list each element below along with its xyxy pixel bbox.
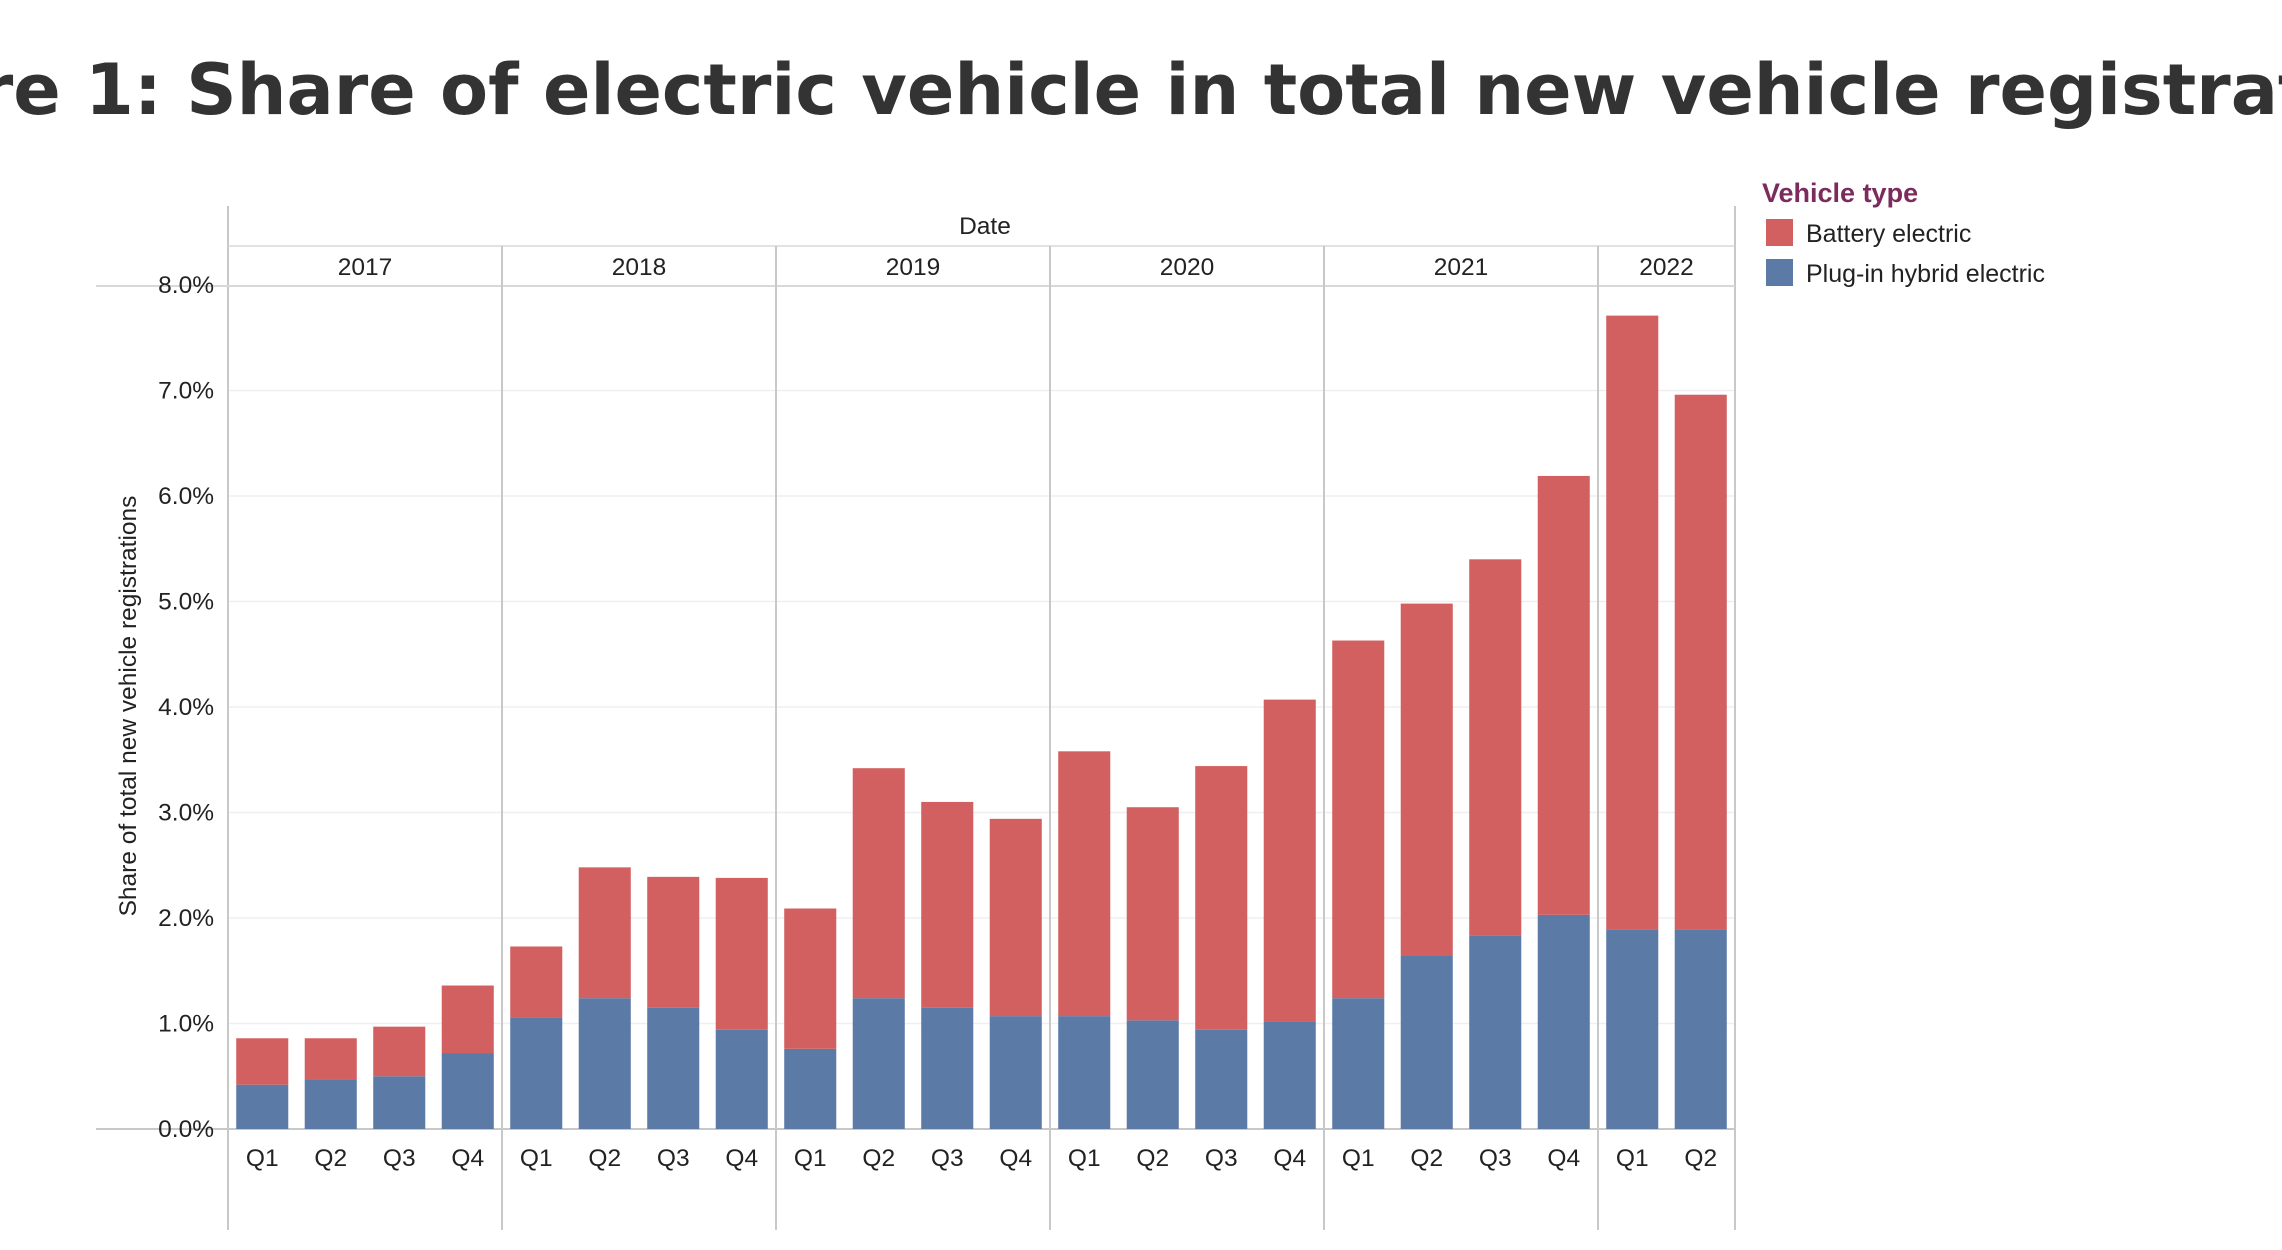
bar-phev-2017-Q1 bbox=[236, 1084, 289, 1129]
bar-phev-2019-Q1 bbox=[784, 1048, 837, 1129]
bar-bev-2018-Q4 bbox=[715, 877, 768, 1030]
bar-bev-2022-Q1 bbox=[1606, 315, 1659, 930]
bar-bev-2018-Q2 bbox=[578, 867, 631, 999]
legend-label: Plug-in hybrid electric bbox=[1806, 260, 2045, 288]
x-tick-label: Q1 bbox=[794, 1145, 827, 1172]
bar-bev-2017-Q3 bbox=[373, 1026, 426, 1077]
column-header-date: Date bbox=[959, 213, 1011, 240]
bar-phev-2018-Q1 bbox=[510, 1017, 563, 1129]
year-header-2022: 2022 bbox=[1639, 254, 1694, 281]
x-tick-label: Q3 bbox=[931, 1145, 964, 1172]
bar-phev-2018-Q4 bbox=[715, 1029, 768, 1129]
bar-phev-2018-Q3 bbox=[647, 1007, 700, 1129]
x-tick-label: Q3 bbox=[1205, 1145, 1238, 1172]
x-tick-label: Q1 bbox=[1616, 1145, 1649, 1172]
bar-phev-2020-Q4 bbox=[1263, 1021, 1316, 1129]
x-tick-label: Q2 bbox=[1684, 1145, 1717, 1172]
bar-bev-2020-Q2 bbox=[1126, 807, 1179, 1021]
x-tick-label: Q1 bbox=[1342, 1145, 1375, 1172]
gridlines bbox=[228, 389, 1735, 1025]
chart-frame bbox=[96, 206, 1736, 1230]
y-tick-label: 7.0% bbox=[158, 378, 214, 405]
bar-bev-2017-Q1 bbox=[236, 1038, 289, 1085]
chart-title: Figure 1: Share of electric vehicle in t… bbox=[0, 49, 2282, 131]
y-axis: 0.0% 1.0% 2.0% 3.0% 4.0% 5.0% 6.0% 7.0% 8.0% bbox=[158, 272, 214, 1143]
bar-phev-2019-Q3 bbox=[921, 1007, 974, 1129]
y-tick-label: 0.0% bbox=[158, 1116, 214, 1143]
bar-phev-2019-Q2 bbox=[852, 998, 905, 1129]
bar-bev-2017-Q4 bbox=[441, 985, 494, 1054]
legend-swatch bbox=[1766, 259, 1793, 286]
bar-phev-2021-Q2 bbox=[1400, 955, 1453, 1129]
x-tick-label: Q3 bbox=[383, 1145, 416, 1172]
bar-phev-2020-Q3 bbox=[1195, 1029, 1248, 1129]
y-tick-label: 6.0% bbox=[158, 483, 214, 510]
bar-phev-2017-Q2 bbox=[304, 1079, 357, 1129]
legend-title: Vehicle type bbox=[1762, 178, 1918, 208]
year-header-2019: 2019 bbox=[886, 254, 941, 281]
year-header-2017: 2017 bbox=[338, 254, 393, 281]
bar-phev-2021-Q4 bbox=[1537, 914, 1590, 1129]
x-tick-label: Q4 bbox=[451, 1145, 484, 1172]
x-tick-label: Q2 bbox=[588, 1145, 621, 1172]
bar-phev-2017-Q3 bbox=[373, 1076, 426, 1129]
y-tick-label: 5.0% bbox=[158, 589, 214, 616]
x-tick-label: Q4 bbox=[725, 1145, 758, 1172]
bar-phev-2022-Q1 bbox=[1606, 929, 1659, 1129]
bar-bev-2020-Q4 bbox=[1263, 699, 1316, 1022]
y-axis-label: Share of total new vehicle registrations bbox=[115, 496, 142, 917]
x-tick-label: Q4 bbox=[999, 1145, 1032, 1172]
year-headers: 2017 2018 2019 2020 2021 2022 bbox=[338, 254, 1694, 281]
bar-phev-2019-Q4 bbox=[989, 1016, 1042, 1129]
x-tick-label: Q2 bbox=[314, 1145, 347, 1172]
y-tick-label: 3.0% bbox=[158, 800, 214, 827]
x-tick-label: Q4 bbox=[1273, 1145, 1306, 1172]
x-tick-label: Q1 bbox=[1068, 1145, 1101, 1172]
bar-bev-2021-Q1 bbox=[1332, 640, 1385, 999]
bar-bev-2020-Q1 bbox=[1058, 751, 1111, 1017]
x-axis: Q1 Q2 Q3 Q4 Q1 Q2 Q3 Q4 Q1 Q2 Q3 Q4 Q1 Q2 Q3 Q4 Q1 Q2 Q3 Q4… bbox=[246, 1145, 1717, 1172]
bar-bev-2021-Q2 bbox=[1400, 603, 1453, 956]
x-tick-label: Q4 bbox=[1547, 1145, 1580, 1172]
bar-phev-2021-Q3 bbox=[1469, 935, 1522, 1129]
x-tick-label: Q3 bbox=[657, 1145, 690, 1172]
year-header-2018: 2018 bbox=[612, 254, 667, 281]
bar-bev-2019-Q2 bbox=[852, 768, 905, 999]
bar-bev-2021-Q3 bbox=[1469, 559, 1522, 936]
bar-phev-2018-Q2 bbox=[578, 998, 631, 1129]
bar-bev-2021-Q4 bbox=[1537, 475, 1590, 915]
bar-bev-2017-Q2 bbox=[304, 1038, 357, 1080]
bar-phev-2020-Q1 bbox=[1058, 1016, 1111, 1129]
year-header-2021: 2021 bbox=[1434, 254, 1489, 281]
bar-bev-2019-Q3 bbox=[921, 801, 974, 1008]
y-tick-label: 4.0% bbox=[158, 694, 214, 721]
x-tick-label: Q1 bbox=[246, 1145, 279, 1172]
y-tick-label: 1.0% bbox=[158, 1011, 214, 1038]
y-tick-label: 2.0% bbox=[158, 905, 214, 932]
legend-swatch bbox=[1766, 219, 1793, 246]
y-tick-label: 8.0% bbox=[158, 272, 214, 299]
bar-bev-2022-Q2 bbox=[1674, 394, 1727, 930]
bar-bev-2018-Q1 bbox=[510, 946, 563, 1018]
bar-bev-2020-Q3 bbox=[1195, 766, 1248, 1030]
bar-bev-2019-Q4 bbox=[989, 818, 1042, 1017]
x-tick-label: Q2 bbox=[1136, 1145, 1169, 1172]
bar-phev-2022-Q2 bbox=[1674, 929, 1727, 1129]
legend: Vehicle type Battery electric Plug-in hyb… bbox=[1762, 178, 2045, 288]
bar-phev-2017-Q4 bbox=[441, 1053, 494, 1129]
x-tick-label: Q2 bbox=[1410, 1145, 1443, 1172]
bar-bev-2019-Q1 bbox=[784, 908, 837, 1049]
x-tick-label: Q3 bbox=[1479, 1145, 1512, 1172]
bar-bev-2018-Q3 bbox=[647, 876, 700, 1008]
x-tick-label: Q1 bbox=[520, 1145, 553, 1172]
bars bbox=[236, 315, 1727, 1129]
legend-label: Battery electric bbox=[1806, 220, 1971, 248]
bar-phev-2021-Q1 bbox=[1332, 998, 1385, 1129]
year-header-2020: 2020 bbox=[1160, 254, 1215, 281]
x-tick-label: Q2 bbox=[862, 1145, 895, 1172]
bar-phev-2020-Q2 bbox=[1126, 1020, 1179, 1129]
